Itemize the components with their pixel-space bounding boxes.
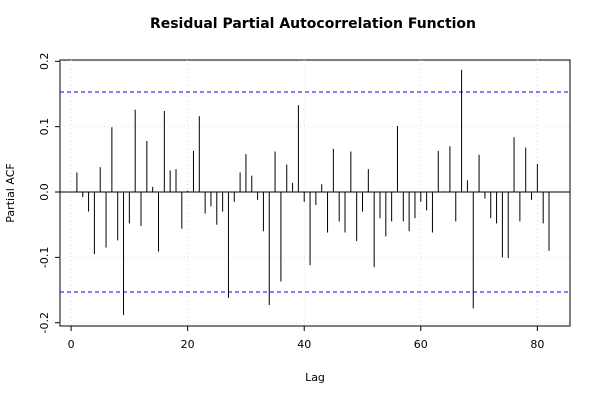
y-tick-label: 0.1: [38, 118, 51, 136]
y-tick-label: 0.2: [38, 53, 51, 71]
x-tick-label: 0: [68, 338, 75, 351]
x-tick-label: 20: [181, 338, 195, 351]
y-tick-label: 0.0: [38, 183, 51, 201]
x-axis-label: Lag: [305, 371, 325, 384]
y-tick-label: -0.1: [38, 247, 51, 268]
x-tick-label: 80: [530, 338, 544, 351]
y-tick-label: -0.2: [38, 312, 51, 333]
x-tick-label: 40: [297, 338, 311, 351]
x-tick-label: 60: [414, 338, 428, 351]
y-axis-label: Partial ACF: [4, 163, 17, 222]
chart-title: Residual Partial Autocorrelation Functio…: [150, 16, 476, 32]
plot-frame: [59, 59, 571, 327]
